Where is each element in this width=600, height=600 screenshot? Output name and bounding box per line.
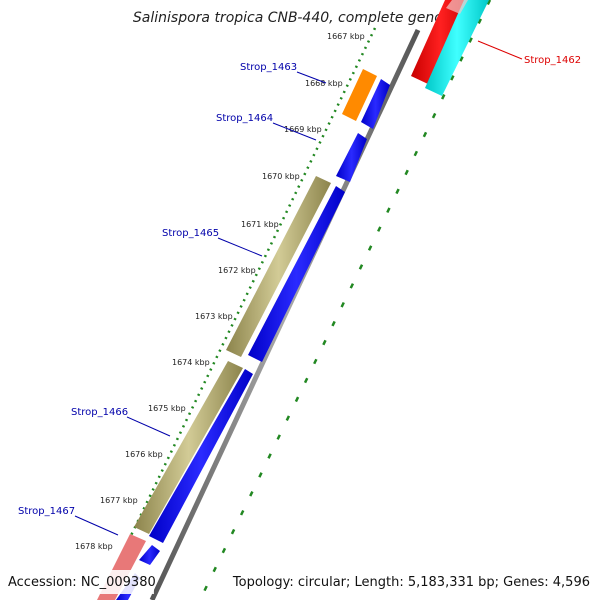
tick-label: 1672 kbp <box>218 266 256 275</box>
gene-label[interactable]: Strop_1465 <box>162 228 219 239</box>
gene-leader-line <box>477 40 523 60</box>
cds-strop-1463[interactable] <box>361 79 390 129</box>
feature-light-pink-top <box>446 0 468 14</box>
map-title: Salinispora tropica CNB-440, complete ge… <box>133 10 465 26</box>
feature-olive-strop-1465[interactable] <box>226 176 331 357</box>
tick-label: 1667 kbp <box>327 32 365 41</box>
tick-label: 1678 kbp <box>75 542 113 551</box>
gene-label[interactable]: Strop_1462 <box>524 55 581 66</box>
tick-label: 1675 kbp <box>148 404 186 413</box>
gene-leader-line <box>126 416 171 437</box>
tick-label: 1676 kbp <box>125 450 163 459</box>
gene-leader-line <box>272 122 317 141</box>
gene-label[interactable]: Strop_1467 <box>18 506 75 517</box>
accession-box <box>4 570 154 594</box>
cds-strop-1467-a[interactable] <box>139 545 160 565</box>
gene-label[interactable]: Strop_1464 <box>216 113 273 124</box>
feature-olive-strop-1466[interactable] <box>134 361 243 534</box>
gene-label[interactable]: Strop_1466 <box>71 407 128 418</box>
tick-label: 1673 kbp <box>195 312 233 321</box>
outer-dotted-ring <box>98 27 377 600</box>
summary-box <box>256 570 596 594</box>
feature-cyan-track[interactable] <box>425 0 489 96</box>
gene-leader-line <box>296 71 327 84</box>
gene-labels: Strop_1462 Strop_1463 Strop_1464 Strop_1465… <box>18 40 581 536</box>
cds-strop-1466[interactable] <box>149 369 253 543</box>
cds-strop-1464[interactable] <box>336 133 367 182</box>
tick-labels: 1667 kbp 1668 kbp 1669 kbp 1670 kbp 1671 kbp… <box>75 32 365 551</box>
tick-label: 1670 kbp <box>262 172 300 181</box>
accession-label: Accession: NC_009380 <box>8 575 156 590</box>
tick-label: 1677 kbp <box>100 496 138 505</box>
feature-orange-strop-1463[interactable] <box>342 69 377 121</box>
gene-label[interactable]: Strop_1463 <box>240 62 297 73</box>
tick-label: 1668 kbp <box>305 79 343 88</box>
gene-leader-line <box>74 515 119 536</box>
tick-label: 1671 kbp <box>241 220 279 229</box>
tick-label: 1669 kbp <box>284 125 322 134</box>
tick-label: 1674 kbp <box>172 358 210 367</box>
cds-strop-1465[interactable] <box>248 186 345 362</box>
genome-summary: Topology: circular; Length: 5,183,331 bp… <box>232 575 590 590</box>
gene-leader-line <box>217 237 263 257</box>
